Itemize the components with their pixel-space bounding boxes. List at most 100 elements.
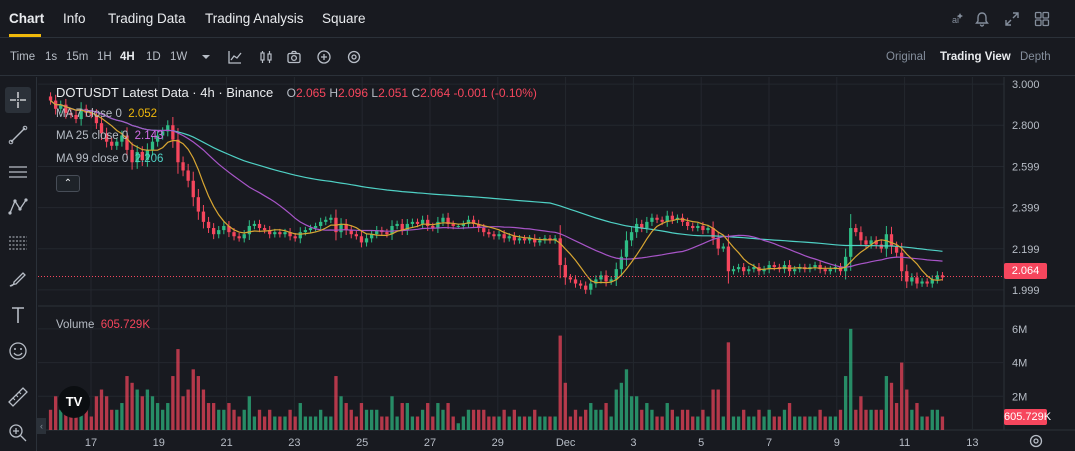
volume-bar xyxy=(843,376,848,430)
candle-body xyxy=(196,197,201,212)
interval-4h[interactable]: 4H xyxy=(120,51,135,63)
tab-info[interactable]: Info xyxy=(63,11,86,26)
volume-bar xyxy=(578,416,583,430)
volume-bar xyxy=(482,409,486,430)
volume-bar xyxy=(53,396,58,430)
view-original[interactable]: Original xyxy=(886,51,926,63)
time-tick-label: 9 xyxy=(834,437,840,449)
candle-body xyxy=(359,236,364,243)
ma99-legend: MA 99 close 0 2.206 xyxy=(56,153,163,165)
candle-body xyxy=(487,232,491,235)
candle-body xyxy=(558,238,562,266)
emoji-icon[interactable] xyxy=(5,338,31,364)
volume-bar xyxy=(884,376,889,430)
volume-bar xyxy=(614,389,618,430)
volume-bar xyxy=(905,389,909,430)
interval-1s[interactable]: 1s xyxy=(45,51,58,63)
candles-icon[interactable] xyxy=(258,49,274,65)
volume-bar xyxy=(711,389,715,430)
tab-trading-analysis[interactable]: Trading Analysis xyxy=(205,11,304,26)
settings-gear-icon[interactable] xyxy=(346,49,362,65)
volume-bar xyxy=(288,409,292,430)
brush-icon[interactable] xyxy=(5,266,31,292)
candle-body xyxy=(283,232,287,235)
svg-text:ai: ai xyxy=(952,15,959,25)
fib-retracement-icon[interactable] xyxy=(5,230,31,256)
interval-15m[interactable]: 15m xyxy=(66,51,89,63)
camera-icon[interactable] xyxy=(286,49,302,65)
volume-bar xyxy=(115,409,119,430)
view-depth[interactable]: Depth xyxy=(1020,51,1051,63)
view-trading-view[interactable]: Trading View xyxy=(940,51,1011,63)
tab-trading-data[interactable]: Trading Data xyxy=(108,11,186,26)
volume-bar xyxy=(742,409,746,430)
tab-chart[interactable]: Chart xyxy=(9,11,45,26)
interval-dropdown-icon[interactable] xyxy=(198,49,214,65)
time-tick-label: 21 xyxy=(220,437,232,449)
candle-body xyxy=(227,225,231,233)
volume-bar xyxy=(161,409,165,430)
candle-body xyxy=(115,141,119,146)
horizontal-lines-icon[interactable] xyxy=(5,159,31,185)
price-tick-label: 1.999 xyxy=(1012,285,1040,297)
trend-line-icon[interactable] xyxy=(5,122,31,148)
high-value: 2.096 xyxy=(338,86,369,100)
zoom-in-icon[interactable] xyxy=(5,420,31,446)
interval-1d[interactable]: 1D xyxy=(146,51,161,63)
crosshair-icon[interactable] xyxy=(5,87,31,113)
candle-body xyxy=(390,225,394,235)
ai-icon[interactable]: ai xyxy=(948,10,966,28)
text-tool-icon[interactable] xyxy=(5,302,31,328)
candle-body xyxy=(706,228,710,231)
candle-body xyxy=(400,223,404,231)
candle-body xyxy=(456,225,460,227)
scroll-left-arrow[interactable]: ‹ xyxy=(37,418,46,434)
tradingview-logo: TV xyxy=(58,386,90,418)
volume-bar xyxy=(538,416,542,430)
time-tick-label: 17 xyxy=(85,437,97,449)
volume-bar xyxy=(48,409,53,430)
candle-body xyxy=(364,238,369,243)
volume-bar xyxy=(823,416,827,430)
collapse-legend-button[interactable]: ⌃ xyxy=(56,175,80,192)
interval-1h[interactable]: 1H xyxy=(97,51,112,63)
candle-body xyxy=(874,240,878,245)
volume-bar xyxy=(359,403,364,430)
candle-body xyxy=(64,104,68,113)
candle-body xyxy=(395,223,399,226)
line-chart-icon[interactable] xyxy=(227,49,243,65)
price-tick-label: 3.000 xyxy=(1012,79,1040,91)
volume-bar xyxy=(130,382,134,430)
candle-body xyxy=(145,149,150,161)
volume-bar xyxy=(329,416,333,430)
volume-bar xyxy=(533,409,537,430)
time-tick-label: 29 xyxy=(492,437,504,449)
volume-tick-label: 6M xyxy=(1012,324,1027,336)
pattern-icon[interactable] xyxy=(5,194,31,220)
candle-body xyxy=(451,223,455,226)
add-indicator-icon[interactable] xyxy=(316,49,332,65)
chart-settings-icon[interactable] xyxy=(1028,433,1044,449)
interval-1w[interactable]: 1W xyxy=(170,51,188,63)
ruler-icon[interactable] xyxy=(5,384,31,410)
expand-icon[interactable] xyxy=(1003,10,1021,28)
candle-body xyxy=(273,232,277,235)
volume-bar xyxy=(517,416,522,430)
volume-bar xyxy=(415,416,420,430)
ma99-line xyxy=(50,100,943,252)
volume-bar xyxy=(833,416,838,430)
candle-body xyxy=(354,234,359,237)
bell-icon[interactable] xyxy=(973,10,991,28)
grid-icon[interactable] xyxy=(1033,10,1051,28)
volume-bar xyxy=(849,328,853,430)
candle-body xyxy=(884,234,889,249)
volume-bar xyxy=(410,416,415,430)
volume-tick-label: 2M xyxy=(1012,391,1027,403)
volume-bar xyxy=(181,396,185,430)
candle-body xyxy=(415,221,420,224)
candle-body xyxy=(900,252,904,272)
drawing-toolbar xyxy=(0,77,37,451)
tab-square[interactable]: Square xyxy=(322,11,366,26)
volume-bar xyxy=(324,416,328,430)
